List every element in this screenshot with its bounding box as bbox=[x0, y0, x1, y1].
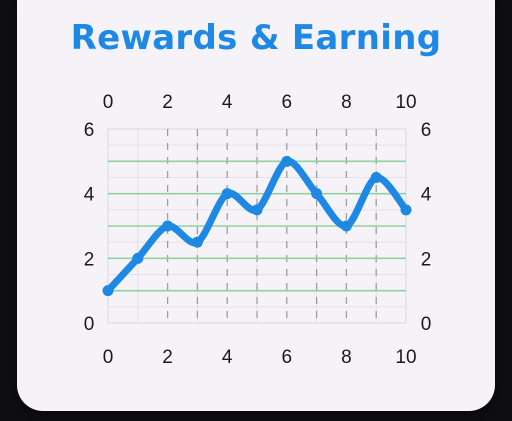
card-title: Rewards & Earning bbox=[70, 18, 442, 58]
data-point bbox=[251, 204, 263, 216]
data-point bbox=[102, 285, 114, 297]
x-tick-label-bottom: 6 bbox=[282, 347, 293, 368]
data-point bbox=[311, 188, 323, 200]
data-point bbox=[221, 188, 233, 200]
rewards-card: Rewards & Earning bbox=[17, 0, 495, 411]
data-point bbox=[340, 220, 352, 232]
x-tick-label-bottom: 4 bbox=[222, 347, 233, 368]
data-point bbox=[162, 220, 174, 232]
data-point bbox=[191, 236, 203, 248]
x-tick-label-top: 8 bbox=[341, 92, 352, 113]
y-tick-label-right: 0 bbox=[421, 314, 432, 335]
data-point bbox=[132, 252, 144, 264]
y-tick-label-right: 6 bbox=[421, 120, 432, 141]
x-tick-label-top: 6 bbox=[282, 92, 293, 113]
x-tick-label-bottom: 10 bbox=[395, 347, 416, 368]
y-tick-label-right: 4 bbox=[421, 185, 432, 206]
y-tick-label-left: 4 bbox=[84, 185, 95, 206]
x-tick-label-top: 10 bbox=[395, 92, 416, 113]
x-tick-label-bottom: 2 bbox=[162, 347, 173, 368]
y-tick-label-left: 6 bbox=[84, 120, 95, 141]
chart-series bbox=[102, 155, 412, 297]
data-point bbox=[370, 172, 382, 183]
data-point bbox=[400, 204, 412, 216]
x-tick-label-top: 4 bbox=[222, 92, 233, 113]
data-point bbox=[281, 155, 293, 167]
y-tick-label-left: 2 bbox=[84, 249, 95, 270]
x-tick-label-top: 2 bbox=[162, 92, 173, 113]
x-tick-label-top: 0 bbox=[103, 92, 114, 113]
x-tick-label-bottom: 8 bbox=[341, 347, 352, 368]
y-tick-label-left: 0 bbox=[84, 314, 95, 335]
chart-grid bbox=[107, 128, 407, 324]
y-tick-label-right: 2 bbox=[421, 249, 432, 270]
x-tick-label-bottom: 0 bbox=[103, 347, 114, 368]
